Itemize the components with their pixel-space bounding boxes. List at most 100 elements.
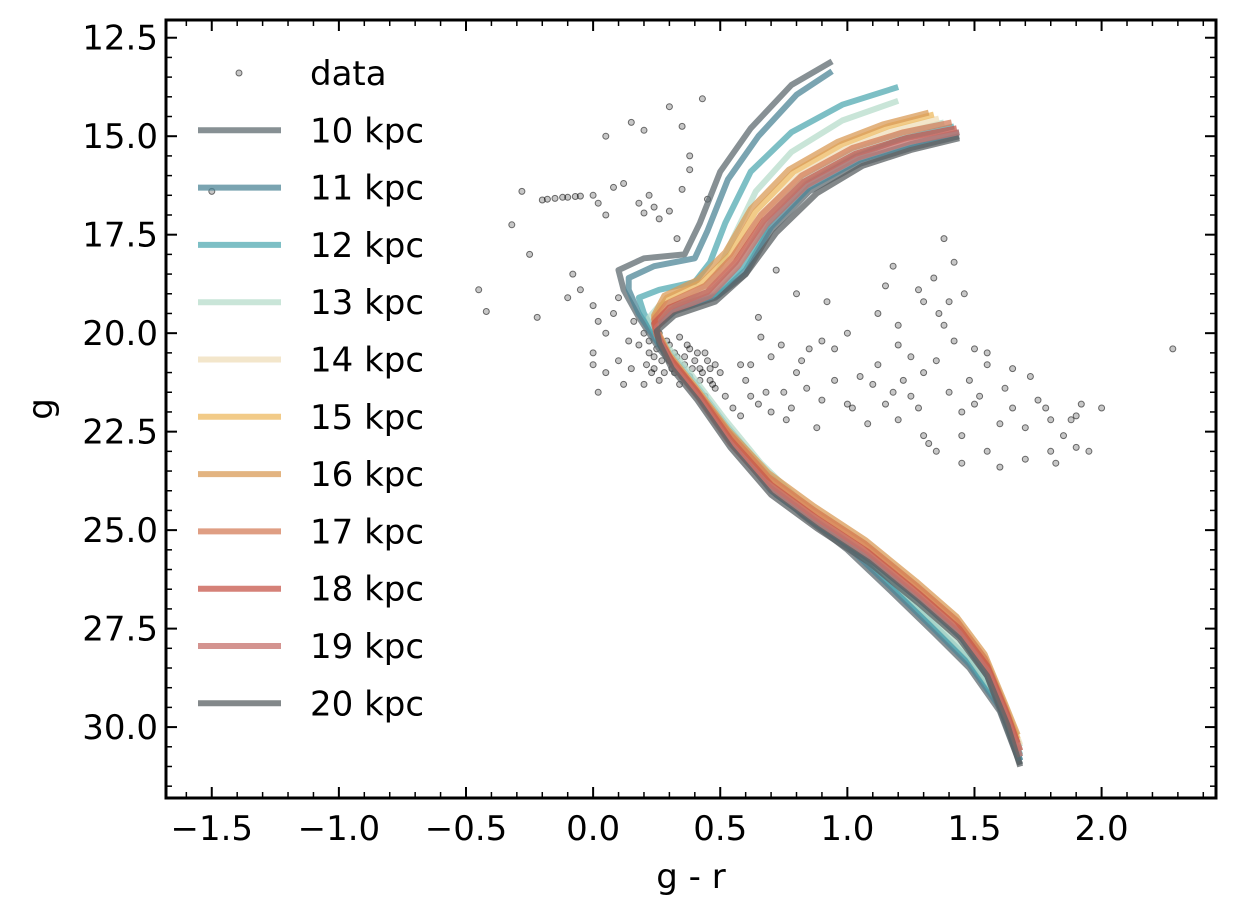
data-point: [729, 404, 737, 412]
data-point: [787, 404, 795, 412]
data-point: [1060, 432, 1067, 440]
data-point: [576, 286, 584, 294]
data-point: [1098, 404, 1106, 412]
data-point: [665, 207, 673, 215]
data-point: [831, 345, 839, 353]
data-point: [594, 317, 602, 325]
isochrone-layer: [615, 58, 1024, 768]
data-point: [678, 185, 686, 193]
x-tick-label: 2.0: [1075, 809, 1129, 849]
data-point: [843, 329, 851, 337]
data-point: [576, 192, 584, 200]
data-point: [698, 95, 706, 103]
data-point: [971, 400, 978, 408]
data-point: [648, 369, 656, 377]
data-point: [757, 333, 765, 341]
data-point: [843, 400, 851, 408]
data-point: [1077, 400, 1085, 408]
data-point: [762, 388, 770, 396]
data-point: [640, 380, 648, 388]
data-point: [709, 380, 717, 388]
data-point: [940, 235, 948, 243]
data-point: [627, 118, 635, 126]
data-point: [1042, 404, 1050, 412]
data-point: [602, 132, 610, 140]
data-point: [965, 376, 973, 384]
legend-label: 14 kpc: [310, 341, 424, 381]
data-point: [869, 380, 877, 388]
data-point: [915, 404, 922, 412]
data-point: [635, 199, 643, 207]
data-point: [958, 408, 966, 416]
data-point: [754, 313, 762, 321]
data-point: [482, 308, 490, 315]
data-point: [864, 420, 872, 428]
data-point: [1001, 384, 1009, 392]
legend-label: 17 kpc: [310, 512, 424, 552]
legend-label: 12 kpc: [310, 226, 424, 266]
data-point: [777, 341, 785, 349]
data-point: [721, 392, 729, 400]
data-point: [1021, 424, 1029, 432]
data-point: [526, 250, 534, 258]
data-point: [475, 286, 483, 294]
data-point: [831, 376, 839, 384]
data-point: [686, 166, 694, 174]
legend: data 10 kpc 11 kpc 12 kpc 13 kpc 14 kpc 15 kpc…: [198, 54, 424, 724]
legend-label: 11 kpc: [310, 169, 424, 209]
data-point: [920, 369, 928, 377]
data-point: [1052, 459, 1060, 467]
y-tick-label: 22.5: [82, 413, 158, 453]
data-point: [907, 392, 915, 400]
data-point: [856, 373, 864, 380]
data-point: [894, 416, 902, 424]
data-point: [803, 384, 811, 392]
data-point: [889, 388, 897, 396]
data-point: [1085, 447, 1093, 455]
data-point: [701, 349, 709, 357]
data-point: [958, 459, 966, 467]
data-point: [610, 183, 617, 191]
data-point: [945, 298, 953, 306]
y-tick-label: 15.0: [82, 117, 158, 157]
x-tick-label: 1.0: [820, 809, 874, 849]
y-tick-label: 12.5: [82, 19, 158, 59]
data-point: [920, 432, 928, 440]
data-point: [630, 317, 638, 325]
data-point: [767, 353, 775, 361]
plot-frame: [164, 18, 1218, 800]
data-point: [1067, 416, 1075, 424]
data-point: [874, 310, 882, 317]
data-point: [569, 270, 577, 278]
data-point: [1047, 447, 1055, 455]
data-point: [848, 404, 856, 412]
data-point: [894, 321, 902, 329]
data-point: [564, 193, 572, 201]
data-point: [594, 199, 602, 207]
data-point: [899, 376, 907, 384]
isochrone-10-kpc: [653, 133, 1024, 766]
x-tick-label: −0.5: [425, 809, 508, 849]
y-tick-label: 27.5: [82, 610, 158, 650]
data-point: [589, 361, 597, 369]
data-point: [571, 193, 579, 200]
data-point: [805, 345, 813, 353]
data-point: [737, 361, 745, 369]
data-point: [754, 400, 762, 408]
data-point: [935, 310, 943, 317]
x-tick-label: −1.0: [298, 809, 381, 849]
data-point: [747, 361, 755, 369]
data-point: [640, 209, 648, 217]
data-point: [543, 195, 551, 203]
x-tick-label: 1.5: [947, 809, 1001, 849]
data-point: [818, 337, 826, 345]
data-point: [818, 396, 826, 404]
data-point: [1009, 404, 1017, 412]
data-point: [1047, 416, 1055, 424]
data-point: [915, 286, 922, 294]
data-point: [907, 353, 915, 361]
data-point: [996, 463, 1004, 471]
data-point: [706, 365, 714, 373]
data-point: [932, 357, 940, 365]
data-point: [518, 187, 526, 195]
